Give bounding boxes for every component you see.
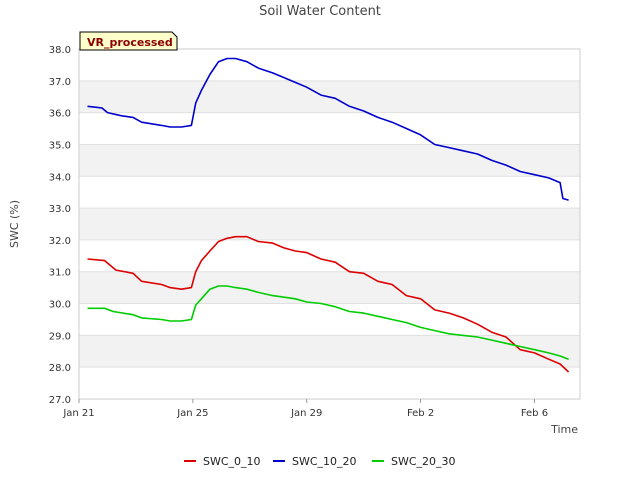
legend-label-swc-0-10: SWC_0_10 <box>203 455 261 468</box>
y-tick-label: 28.0 <box>49 363 71 374</box>
y-tick-label: 32.0 <box>49 236 71 247</box>
x-tick-label: Jan 29 <box>290 408 322 419</box>
y-tick-label: 29.0 <box>49 331 71 342</box>
y-tick-label: 27.0 <box>49 395 71 406</box>
series-line-swc-0-10 <box>87 235 570 373</box>
y-tick-label: 34.0 <box>49 172 71 183</box>
x-axis-ticks: Jan 21 Jan 25 Jan 29 Feb 2 Feb 6 <box>62 399 548 419</box>
series-lines <box>87 57 570 373</box>
y-tick-label: 33.0 <box>49 204 71 215</box>
legend: SWC_0_10 SWC_10_20 SWC_20_30 <box>184 455 456 468</box>
y-tick-label: 37.0 <box>49 77 71 88</box>
chart-title: Soil Water Content <box>259 4 381 19</box>
y-tick-label: 31.0 <box>49 268 71 279</box>
y-tick-label: 38.0 <box>49 45 71 56</box>
grid-band <box>79 144 580 177</box>
vr-processed-label: VR_processed <box>87 36 173 49</box>
plot-area <box>78 48 581 400</box>
grid-band <box>79 271 580 304</box>
grid-band <box>79 208 580 240</box>
legend-label-swc-10-20: SWC_10_20 <box>292 455 357 468</box>
x-tick-label: Jan 25 <box>176 408 208 419</box>
y-axis-label: SWC (%) <box>8 200 21 248</box>
x-tick-label: Feb 6 <box>521 408 548 419</box>
vr-processed-badge: VR_processed <box>79 31 178 51</box>
legend-label-swc-20-30: SWC_20_30 <box>391 455 456 468</box>
series-line-swc-10-20 <box>87 57 569 201</box>
y-tick-label: 35.0 <box>49 140 71 151</box>
y-axis-ticks: 27.0 28.0 29.0 30.0 31.0 32.0 33.0 34.0 35.0 36.0… <box>49 45 71 406</box>
grid-band <box>79 335 580 368</box>
x-axis-label: Time <box>550 423 578 436</box>
x-tick-label: Feb 2 <box>407 408 434 419</box>
y-tick-label: 30.0 <box>49 300 71 311</box>
x-tick-label: Jan 21 <box>62 408 94 419</box>
y-tick-label: 36.0 <box>49 109 71 120</box>
series-line-swc-20-30 <box>87 285 569 360</box>
